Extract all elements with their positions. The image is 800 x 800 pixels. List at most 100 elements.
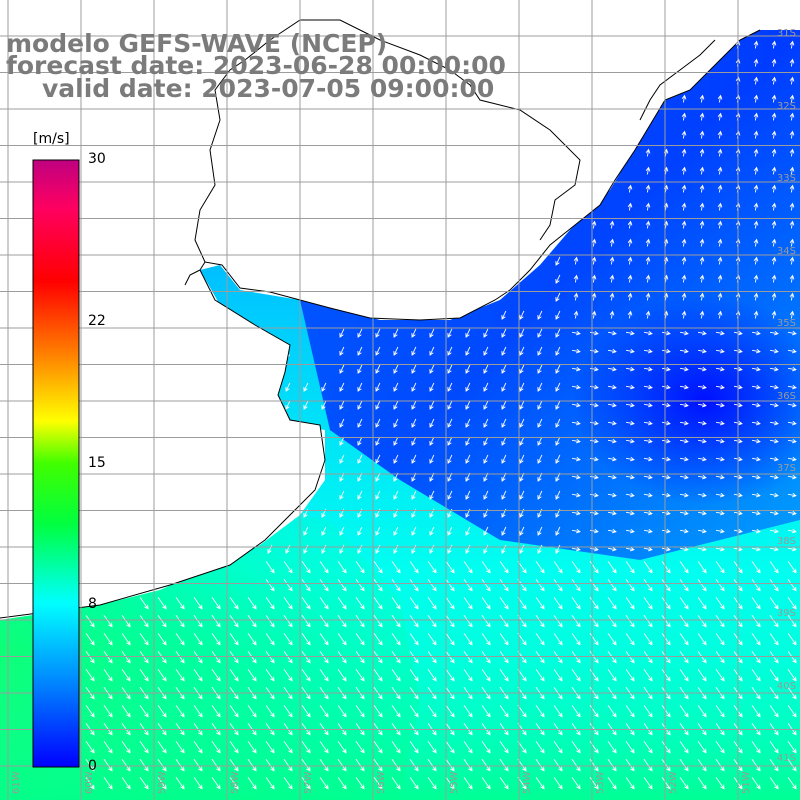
wind-arrow [751, 510, 761, 516]
longitude-label: 51W [741, 771, 752, 794]
wind-arrow [787, 705, 797, 718]
colorbar-tick-label: 15 [88, 454, 106, 471]
wind-arrow [337, 633, 347, 646]
wind-arrow [175, 759, 185, 772]
wind-arrow [283, 561, 293, 574]
wind-arrow [645, 256, 651, 265]
wind-arrow [681, 184, 687, 193]
wind-arrow [463, 777, 473, 790]
longitude-label: 61W [11, 771, 22, 794]
wind-arrow [409, 561, 419, 574]
wind-arrow [607, 474, 617, 480]
wind-arrow [571, 615, 581, 628]
wind-arrow [337, 579, 347, 592]
wind-arrow [501, 544, 507, 554]
wind-arrow [591, 292, 597, 301]
title-forecast-date: forecast date: 2023-06-28 00:00:00 [6, 51, 506, 80]
wind-arrow [211, 669, 221, 682]
wind-arrow [589, 741, 599, 754]
wind-arrow [571, 420, 581, 426]
wind-arrow [643, 510, 653, 516]
wind-arrow [463, 705, 473, 718]
wind-arrow [787, 759, 797, 772]
wind-arrow [625, 510, 635, 516]
wind-arrow [157, 633, 167, 646]
wind-arrow [445, 741, 455, 754]
wind-arrow [751, 384, 761, 390]
wind-arrow [697, 669, 707, 682]
wind-arrow [573, 274, 579, 283]
wind-arrow [373, 579, 383, 592]
wind-arrow [229, 759, 239, 772]
wind-arrow [753, 310, 759, 319]
wind-arrow [699, 112, 705, 121]
wind-arrow [715, 330, 725, 336]
wind-arrow [609, 238, 615, 247]
wind-arrow [717, 202, 723, 211]
wind-arrow [537, 526, 543, 536]
wind-arrow [229, 615, 239, 628]
wind-arrow [265, 741, 275, 754]
wind-arrow [643, 633, 653, 646]
wind-arrow [751, 561, 761, 574]
wind-arrow [519, 526, 525, 536]
wind-arrow [607, 777, 617, 790]
wind-arrow [445, 615, 455, 628]
wind-arrow [771, 112, 777, 121]
wind-arrow [571, 348, 581, 354]
wind-arrow [643, 528, 653, 534]
wind-arrow [555, 544, 561, 554]
wind-arrow [283, 759, 293, 772]
wind-arrow [571, 741, 581, 754]
wind-arrow [717, 310, 723, 319]
wind-arrow [643, 492, 653, 498]
wind-arrow [769, 402, 779, 408]
wind-arrow [625, 615, 635, 628]
wind-arrow [373, 741, 383, 754]
latitude-label: 35S [776, 318, 796, 329]
wind-arrow [175, 615, 185, 628]
wind-arrow [553, 669, 563, 682]
wind-arrow [697, 777, 707, 790]
wind-arrow [589, 546, 599, 552]
wind-arrow [393, 436, 399, 446]
wind-arrow [645, 184, 651, 193]
wind-arrow [679, 348, 689, 354]
wind-arrow [501, 328, 507, 338]
wind-arrow [535, 633, 545, 646]
wind-arrow [555, 346, 561, 356]
wind-arrow [607, 705, 617, 718]
wind-arrow [787, 330, 797, 336]
wind-arrow [393, 544, 399, 554]
wind-arrow [625, 759, 635, 772]
wind-arrow [717, 220, 723, 229]
wind-arrow [481, 579, 491, 592]
wind-arrow [643, 546, 653, 552]
wind-arrow [679, 759, 689, 772]
wind-arrow [571, 579, 581, 592]
colorbar-unit: [m/s] [33, 131, 70, 147]
wind-arrow [445, 669, 455, 682]
wind-arrow [555, 418, 561, 428]
wind-arrow [445, 561, 455, 574]
wind-arrow [715, 366, 725, 372]
wind-arrow [753, 76, 759, 85]
wind-arrow [411, 328, 417, 338]
wind-arrow [339, 454, 345, 464]
wind-arrow [555, 490, 561, 500]
wind-arrow [463, 759, 473, 772]
colorbar-tick-label: 0 [88, 758, 97, 774]
wind-arrow [391, 759, 401, 772]
wind-arrow [103, 705, 113, 718]
longitude-label: 55W [449, 771, 460, 794]
wind-arrow [769, 528, 779, 534]
wind-arrow [499, 615, 509, 628]
wind-arrow [103, 741, 113, 754]
wind-arrow [283, 597, 293, 610]
ocean-green-bottom [0, 650, 800, 800]
wind-arrow [355, 633, 365, 646]
wind-arrow [319, 615, 329, 628]
wind-arrow [447, 544, 453, 554]
wind-arrow [625, 384, 635, 390]
